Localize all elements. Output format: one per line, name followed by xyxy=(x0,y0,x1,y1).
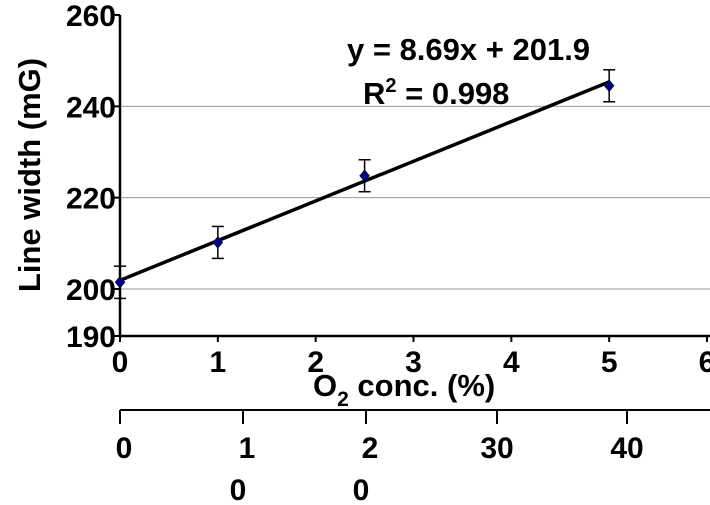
x-axis-title-subscript: 2 xyxy=(337,388,349,411)
data-point xyxy=(603,79,615,93)
y-tick-label: 190 xyxy=(66,321,116,354)
y-tick-label: 260 xyxy=(66,0,116,33)
grid-lines xyxy=(120,105,710,290)
x-tick-label: 0 xyxy=(112,346,129,379)
y-tick-label: 240 xyxy=(66,91,116,124)
r-squared-superscript: 2 xyxy=(385,75,396,97)
secondary-tick-label: 2 xyxy=(362,432,379,465)
x-tick-label: 6 xyxy=(699,346,710,379)
secondary-tick-label-line2: 0 xyxy=(353,474,370,505)
x-axis-title: O2 conc. (%) xyxy=(313,368,495,411)
y-tick-label: 220 xyxy=(66,183,116,216)
x-tick-label: 1 xyxy=(209,346,226,379)
secondary-tick-label: 30 xyxy=(480,432,513,465)
x-axis-title-main: O xyxy=(313,368,337,403)
series-data xyxy=(114,69,616,300)
data-point xyxy=(359,169,370,183)
r-squared-suffix: = 0.998 xyxy=(397,76,510,111)
x-tick-label: 2 xyxy=(307,346,324,379)
x-ticks: 0 1 2 3 4 5 6 xyxy=(112,336,710,379)
data-point xyxy=(212,236,224,249)
secondary-tick-label-line2: 0 xyxy=(230,474,247,505)
r-squared-prefix: R xyxy=(363,76,385,111)
y-ticks: 190 200 220 240 260 xyxy=(66,0,120,354)
x-axis-title-rest: conc. (%) xyxy=(349,368,495,403)
y-axis-title: Line width (mG) xyxy=(12,58,47,292)
x-tick-label: 5 xyxy=(601,346,618,379)
x-tick-label: 4 xyxy=(503,346,520,379)
y-tick-label: 200 xyxy=(66,274,116,307)
fit-equation: y = 8.69x + 201.9 xyxy=(347,32,590,67)
data-point xyxy=(114,275,126,289)
secondary-tick-label: 1 xyxy=(239,432,256,465)
secondary-tick-label: 0 xyxy=(116,432,133,465)
x-tick-label: 3 xyxy=(405,346,422,379)
secondary-tick-label: 40 xyxy=(610,432,643,465)
r-squared: R2 = 0.998 xyxy=(363,75,509,111)
